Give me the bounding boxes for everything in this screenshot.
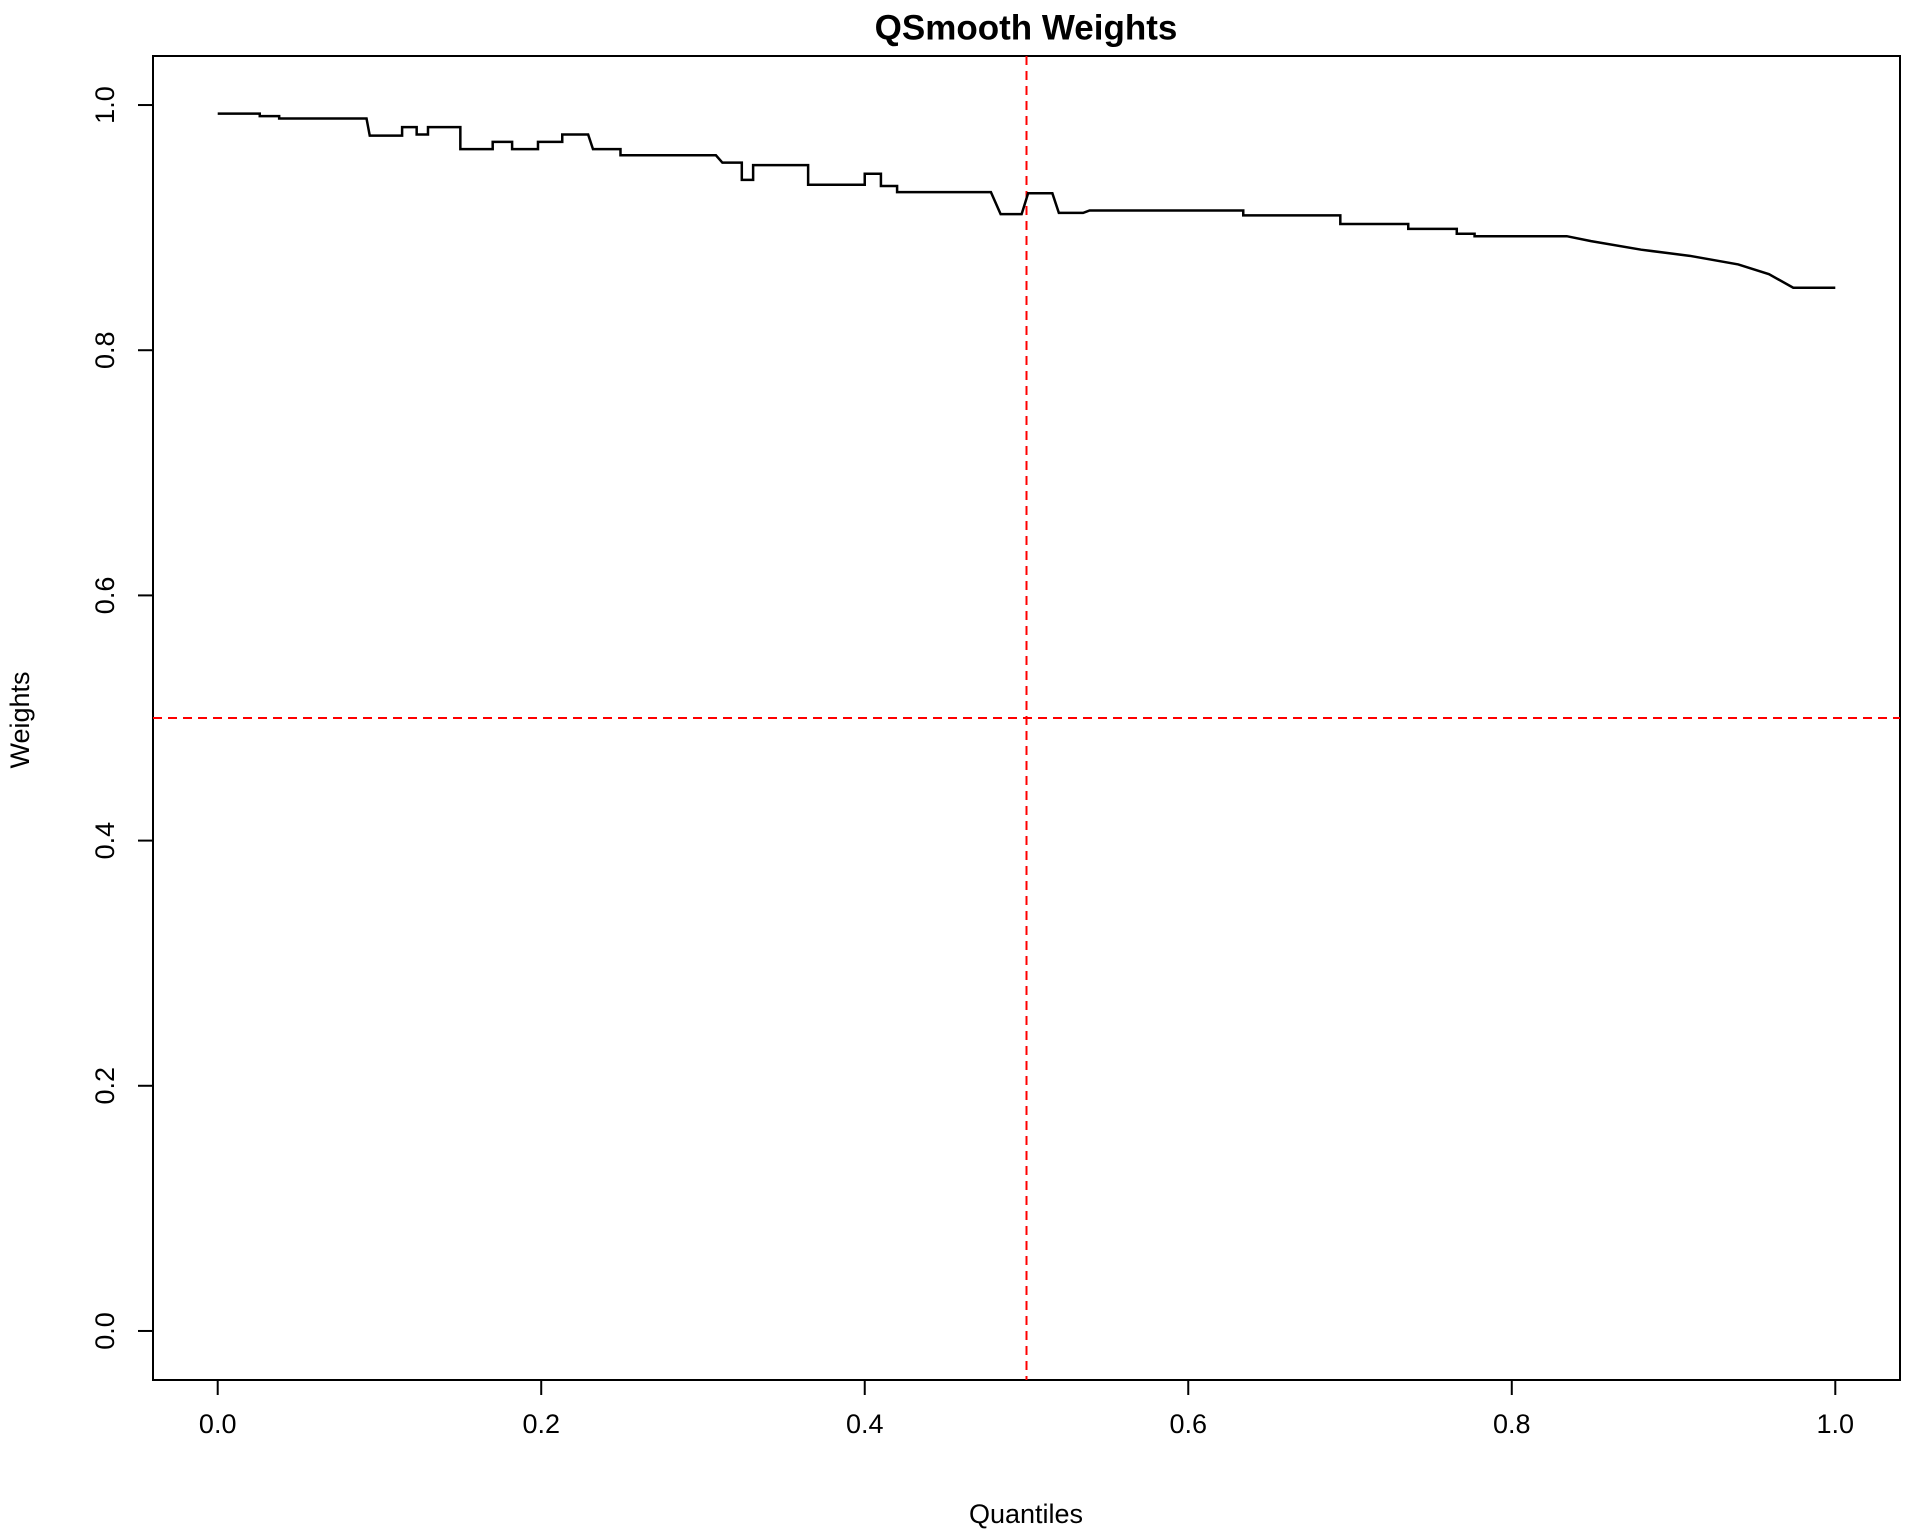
data-line xyxy=(217,112,1836,289)
y-tick-label: 0.4 xyxy=(90,822,120,860)
x-tick-label: 1.0 xyxy=(1817,1409,1855,1439)
y-tick-label: 0.6 xyxy=(90,577,120,615)
x-tick-label: 0.6 xyxy=(1169,1409,1207,1439)
y-tick-label: 0.0 xyxy=(90,1312,120,1350)
x-tick-label: 0.8 xyxy=(1493,1409,1531,1439)
y-tick-label: 0.8 xyxy=(90,331,120,369)
chart-title: QSmooth Weights xyxy=(875,8,1178,47)
x-tick-label: 0.2 xyxy=(522,1409,560,1439)
x-axis-label: Quantiles xyxy=(969,1499,1083,1529)
y-tick-label: 1.0 xyxy=(90,86,120,124)
x-tick-label: 0.0 xyxy=(199,1409,237,1439)
y-axis-label: Weights xyxy=(5,671,35,768)
y-tick-label: 0.2 xyxy=(90,1067,120,1105)
x-tick-label: 0.4 xyxy=(846,1409,884,1439)
